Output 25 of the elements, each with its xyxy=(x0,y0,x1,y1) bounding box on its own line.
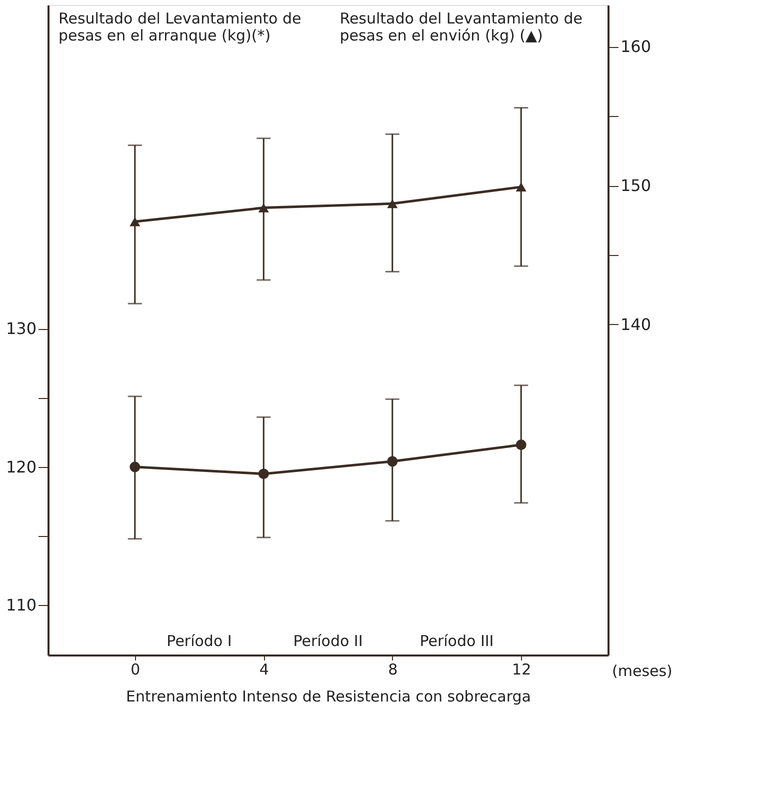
point xyxy=(387,199,398,208)
text: (meses) xyxy=(612,662,672,680)
y2-tick-label: 150 xyxy=(620,176,652,196)
y-tick-label: 130 xyxy=(6,319,36,338)
x-tick-label: 12 xyxy=(512,660,532,678)
point xyxy=(130,217,140,226)
annotation: Período I xyxy=(166,632,232,650)
y2-axis-title: Resultado del Levantamiento de pesas en el envión (kg) (▲) xyxy=(340,10,582,44)
y2-tick-label: 140 xyxy=(620,314,652,334)
point xyxy=(130,462,140,472)
annotation: Período II xyxy=(293,632,363,650)
point xyxy=(258,203,269,212)
point xyxy=(516,182,526,192)
point xyxy=(258,468,269,480)
x-axis-title: Entrenamiento Intenso de Resistencia con sobrecarga xyxy=(126,688,531,706)
y-axis-title: Resultado del Levantamiento de pesas en el arranque (kg)(*) xyxy=(58,10,302,44)
annotation: Período III xyxy=(420,632,494,650)
y-tick-label: 110 xyxy=(6,596,36,615)
x-tick-label: 8 xyxy=(388,660,398,678)
y-tick-label: 120 xyxy=(6,457,36,476)
point xyxy=(516,440,526,450)
x-tick-label: 0 xyxy=(130,660,140,678)
y2-tick-label: 160 xyxy=(620,37,652,56)
x-tick-label: 4 xyxy=(259,660,269,678)
point xyxy=(387,456,398,467)
